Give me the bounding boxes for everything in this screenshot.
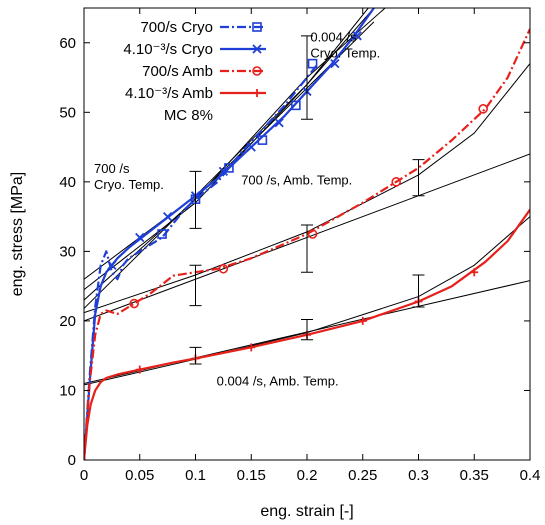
y-tick-label: 0 [68,452,76,469]
annotations: 0.004 /s Cryo. Temp. 700 /s Cryo. Temp. 700 … [94,29,380,388]
legend-label-4: 4.10⁻³/s Amb [125,85,213,102]
error-bar [301,319,313,341]
series-2-point [135,232,145,243]
series-2-point [352,31,362,41]
annotation-2: 700 /s Cryo. Temp. [94,161,164,192]
legend: 700/s Cryo 4.10⁻³/s Cryo 700/s Amb 4.10⁻³/s… [123,19,266,124]
series-3-point [478,104,488,114]
legend-label-3: 700/s Amb [142,63,213,80]
legend-marker-4 [253,89,261,97]
series-2-point [107,260,117,270]
error-bar [189,170,202,229]
error-bar [412,159,425,197]
y-tick-label: 10 [59,382,76,399]
series-4-line [84,209,530,460]
x-tick-label: 0.25 [348,467,377,484]
error-bar [301,224,313,273]
x-tick-label: 0.4 [520,467,541,484]
x-tick-label: 0.05 [125,467,154,484]
series-1-point [224,163,234,173]
series-3-point [218,263,229,274]
series-2-point [218,166,229,177]
y-tick-label: 60 [59,35,76,52]
series-2-point [246,142,256,152]
legend-label-2: 4.10⁻³/s Cryo [123,41,213,58]
series-1-point [291,100,301,111]
series-1-line [84,62,319,460]
error-bar [189,264,202,307]
annotation-1: 0.004 /s Cryo. Temp. [310,29,380,60]
series-1-point [157,229,167,239]
legend-label-1: 700/s Cryo [140,19,213,36]
fit-line-7 [84,8,369,290]
x-tick-label: 0 [80,467,88,484]
series-1-point [307,58,318,69]
series-2-point [162,211,173,222]
legend-marker-2 [252,44,262,54]
y-tick-label: 20 [59,313,76,330]
series-3-point [391,177,402,187]
error-bar [412,274,425,308]
series-2-point [330,58,340,69]
x-tick-label: 0.3 [408,467,429,484]
fit-line-8 [84,8,386,301]
series-2-line [84,8,375,460]
error-bars [189,35,425,365]
annotation-3: 700 /s, Amb. Temp. [241,173,352,188]
series-4-point [470,268,479,277]
series-2 [84,8,375,460]
series-3-point [129,298,139,309]
x-tick-label: 0.2 [297,467,318,484]
axis-ticks: 0 0.05 0.1 0.15 0.2 0.25 0.3 0.35 0.4 0 10 20 30 40 50… [59,8,540,484]
error-bar [189,346,202,365]
y-tick-label: 50 [59,104,76,121]
legend-marker-1 [252,22,262,32]
error-bar [301,35,313,120]
y-tick-label: 40 [59,174,76,191]
x-axis-label: eng. strain [-] [260,503,353,520]
fit-line-2 [84,216,530,386]
series-4-point [135,365,144,374]
series-4-point [247,343,256,352]
annotation-4: 0.004 /s, Amb. Temp. [217,374,339,389]
y-tick-label: 30 [59,243,76,260]
x-tick-label: 0.15 [237,467,266,484]
series-2-point [274,118,284,128]
legend-marker-3 [252,66,262,76]
y-axis-label: eng. stress [MPa] [9,172,26,297]
x-tick-label: 0.35 [460,467,489,484]
series-4-point [358,316,367,325]
series-3-point [307,229,318,239]
legend-note: MC 8% [164,107,213,124]
x-tick-label: 0.1 [185,467,206,484]
